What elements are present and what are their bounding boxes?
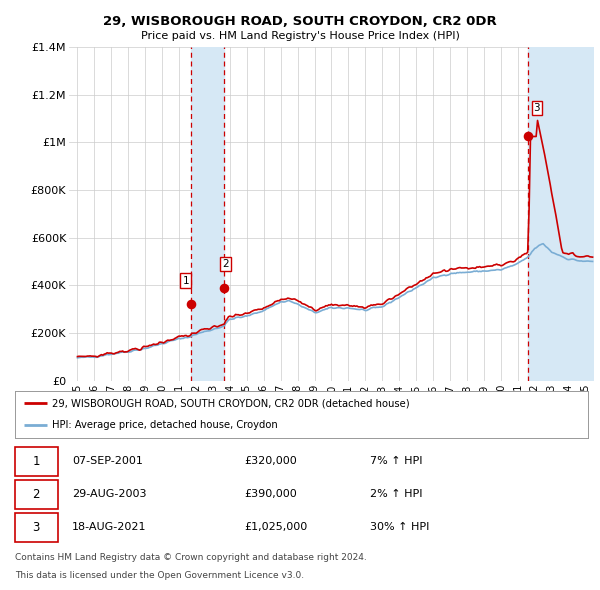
Point <box>524 132 533 141</box>
Text: 29, WISBOROUGH ROAD, SOUTH CROYDON, CR2 0DR (detached house): 29, WISBOROUGH ROAD, SOUTH CROYDON, CR2 … <box>52 398 410 408</box>
Text: Contains HM Land Registry data © Crown copyright and database right 2024.: Contains HM Land Registry data © Crown c… <box>15 553 367 562</box>
Text: £320,000: £320,000 <box>244 456 297 466</box>
FancyBboxPatch shape <box>15 513 58 542</box>
Text: 18-AUG-2021: 18-AUG-2021 <box>73 522 147 532</box>
FancyBboxPatch shape <box>15 447 58 476</box>
Text: 1: 1 <box>182 276 189 286</box>
Text: HPI: Average price, detached house, Croydon: HPI: Average price, detached house, Croy… <box>52 420 278 430</box>
Text: 2% ↑ HPI: 2% ↑ HPI <box>370 489 423 499</box>
FancyBboxPatch shape <box>15 480 58 509</box>
Text: 07-SEP-2001: 07-SEP-2001 <box>73 456 143 466</box>
Text: £390,000: £390,000 <box>244 489 297 499</box>
Text: 29, WISBOROUGH ROAD, SOUTH CROYDON, CR2 0DR: 29, WISBOROUGH ROAD, SOUTH CROYDON, CR2 … <box>103 15 497 28</box>
Text: 30% ↑ HPI: 30% ↑ HPI <box>370 522 430 532</box>
Text: 1: 1 <box>32 454 40 468</box>
Bar <box>529 47 594 381</box>
Text: 3: 3 <box>533 103 540 113</box>
Text: £1,025,000: £1,025,000 <box>244 522 307 532</box>
Text: Price paid vs. HM Land Registry's House Price Index (HPI): Price paid vs. HM Land Registry's House … <box>140 31 460 41</box>
Text: 2: 2 <box>223 259 229 269</box>
Text: 7% ↑ HPI: 7% ↑ HPI <box>370 456 423 466</box>
Point <box>220 283 229 293</box>
Bar <box>191 47 224 381</box>
Text: 3: 3 <box>32 520 40 534</box>
Text: 2: 2 <box>32 487 40 501</box>
Point <box>186 300 196 309</box>
Text: 29-AUG-2003: 29-AUG-2003 <box>73 489 147 499</box>
Text: This data is licensed under the Open Government Licence v3.0.: This data is licensed under the Open Gov… <box>15 571 304 579</box>
